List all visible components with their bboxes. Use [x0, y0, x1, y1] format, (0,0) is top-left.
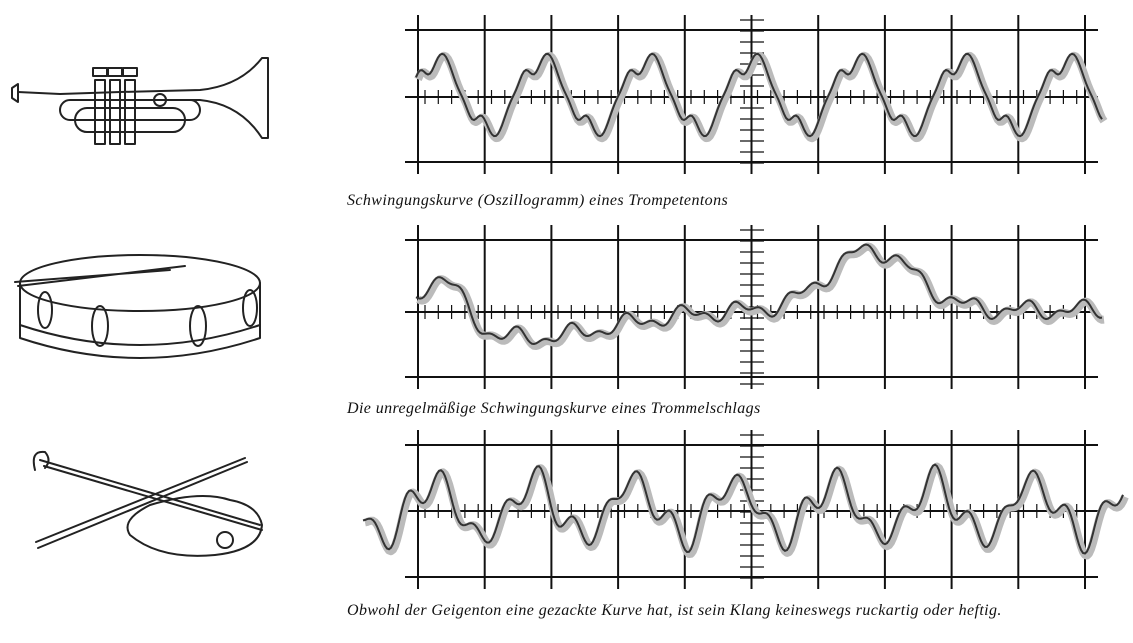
caption: Schwingungskurve (Oszillogramm) eines Tr… — [347, 191, 728, 211]
oscillogram — [405, 225, 1104, 389]
page: Schwingungskurve (Oszillogramm) eines Tr… — [0, 0, 1133, 643]
caption: Obwohl der Geigenton eine gezackte Kurve… — [347, 601, 1133, 621]
illustration — [0, 0, 1133, 643]
caption: Die unregelmäßige Schwingungskurve eines… — [347, 399, 761, 419]
violin — [34, 452, 262, 556]
oscillogram — [363, 430, 1125, 589]
drum — [15, 255, 260, 358]
oscillogram — [405, 15, 1104, 174]
trumpet — [12, 58, 268, 144]
